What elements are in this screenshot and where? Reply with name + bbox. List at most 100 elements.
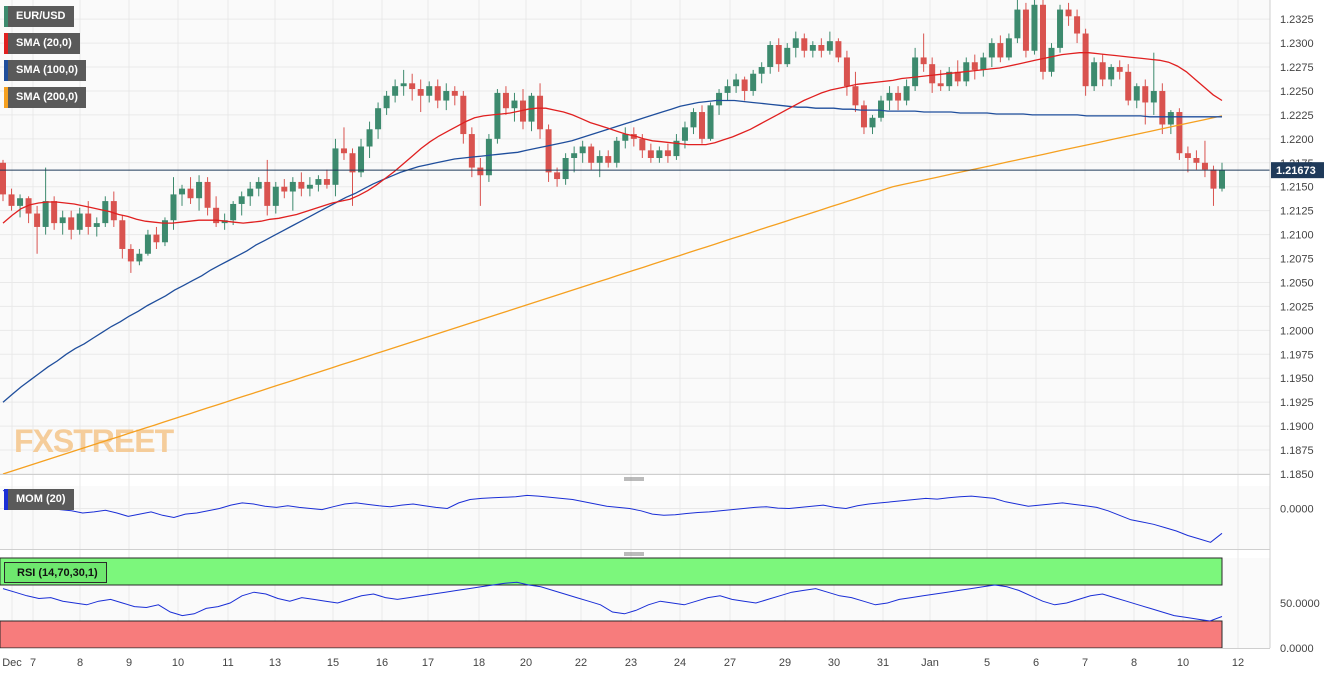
candle-body (153, 234, 160, 243)
candle-body (537, 95, 544, 130)
candle-body (707, 105, 714, 139)
sma20-label: SMA (20,0) (16, 37, 72, 49)
rsi-tick-label: 50.0000 (1280, 598, 1320, 610)
candle-body (1082, 33, 1089, 87)
candle-body (255, 181, 262, 189)
time-tick-label: 5 (984, 657, 990, 669)
candle-body (238, 196, 245, 204)
symbol-tag: EUR/USD (4, 6, 74, 27)
candle-body (588, 146, 595, 163)
candle-body (826, 41, 833, 51)
candle-body (971, 62, 978, 70)
candle-body (1065, 9, 1072, 17)
candle-body (1201, 162, 1208, 170)
candle-body (170, 194, 177, 221)
time-tick-label: 7 (30, 657, 36, 669)
candle-body (852, 86, 859, 106)
candle-body (8, 194, 15, 206)
candle-body (485, 138, 492, 176)
candle-body (1219, 170, 1225, 189)
mom-label: MOM (20) (16, 493, 66, 505)
candle-body (247, 188, 254, 197)
candle-body (68, 217, 75, 230)
candle-body (1167, 112, 1174, 125)
candle-body (42, 201, 49, 227)
price-tick-label: 1.1900 (1280, 421, 1314, 433)
rsi-tag: RSI (14,70,30,1) (4, 562, 107, 583)
candle-body (988, 43, 995, 58)
panel-resize-handle[interactable] (624, 477, 644, 481)
candle-body (690, 112, 697, 128)
candle-body (306, 184, 313, 189)
candle-body (750, 73, 757, 91)
candle-body (724, 86, 731, 93)
candle-body (383, 95, 390, 109)
mom-line (2, 490, 1223, 543)
candle-body (281, 186, 288, 192)
candle-body (204, 181, 211, 208)
candle-body (596, 156, 603, 163)
candle-body (340, 148, 347, 154)
price-tick-label: 1.2275 (1280, 62, 1314, 74)
sma100-line (2, 99, 1222, 403)
time-tick-label: 16 (376, 657, 388, 669)
candle-body (315, 179, 322, 185)
price-tick-label: 1.1925 (1280, 397, 1314, 409)
candle-body (716, 92, 723, 106)
time-tick-label: 18 (473, 657, 485, 669)
price-tick-label: 1.2000 (1280, 325, 1314, 337)
candle-body (119, 220, 126, 249)
candle-body (196, 181, 203, 199)
candle-body (417, 89, 424, 96)
candle-body (1150, 90, 1157, 103)
sma200-line (2, 115, 1223, 475)
time-tick-label: 22 (575, 657, 587, 669)
candle-body (613, 140, 620, 163)
candle-body (673, 140, 680, 157)
candle-body (758, 67, 765, 74)
candle-body (1031, 4, 1038, 51)
sma200-label: SMA (200,0) (16, 91, 78, 103)
price-tick-label: 1.2150 (1280, 182, 1314, 194)
candle-body (34, 213, 41, 227)
candle-body (1014, 9, 1021, 39)
time-tick-label: 6 (1033, 657, 1039, 669)
candle-body (1022, 9, 1029, 51)
candle-body (1210, 169, 1217, 189)
candle-body (392, 86, 399, 96)
time-tick-label: 20 (520, 657, 532, 669)
candle-body (51, 201, 58, 224)
candle-body (571, 153, 578, 158)
sma20-tag: SMA (20,0) (4, 33, 80, 54)
candle-body (511, 100, 518, 109)
mom-panel (0, 486, 1270, 549)
candle-body (400, 83, 407, 87)
candle-body (1005, 38, 1012, 58)
candle-body (1159, 90, 1166, 125)
candle-body (1091, 62, 1098, 87)
price-tick-label: 1.2100 (1280, 230, 1314, 242)
candle-body (699, 112, 706, 139)
time-tick-label: 27 (724, 657, 736, 669)
candle-body (1142, 86, 1149, 103)
panel-resize-handle[interactable] (624, 552, 644, 556)
price-tick-label: 1.2075 (1280, 254, 1314, 266)
candle-body (502, 92, 509, 109)
time-tick-label: 17 (422, 657, 434, 669)
rsi-overbought-zone (0, 557, 1223, 586)
time-tick-label: 24 (674, 657, 686, 669)
candle-body (1184, 153, 1191, 158)
price-tick-label: 1.2250 (1280, 86, 1314, 98)
candle-body (468, 134, 475, 168)
candle-body (554, 172, 561, 180)
candle-body (647, 150, 654, 158)
candle-body (784, 47, 791, 65)
price-tick-label: 1.2050 (1280, 277, 1314, 289)
candle-body (409, 83, 416, 90)
candle-body (954, 71, 961, 82)
time-tick-label: 13 (269, 657, 281, 669)
time-tick-label: 15 (327, 657, 339, 669)
candle-body (264, 181, 271, 206)
candle-body (775, 45, 782, 65)
sma20-line (2, 52, 1223, 224)
